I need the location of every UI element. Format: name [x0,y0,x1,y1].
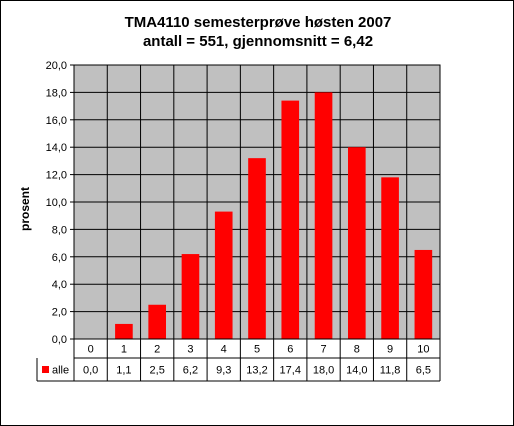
data-label: 11,8 [380,365,401,377]
y-tick-label: 20,0 [46,60,67,72]
bar-2 [148,304,166,339]
chart-subtitle: antall = 551, gjennomsnitt = 6,42 [142,33,374,50]
data-label: 14,0 [346,365,367,377]
x-tick-label: 10 [417,344,429,356]
data-label: 6,2 [183,365,198,377]
y-tick-label: 14,0 [46,142,67,154]
bar-3 [181,254,200,339]
legend-label: alle [52,365,69,377]
data-label: 17,4 [280,365,301,377]
x-tick-label: 4 [221,344,227,356]
x-tick-label: 1 [121,344,127,356]
bar-8 [348,147,366,339]
bar-9 [381,177,399,339]
x-tick-label: 8 [354,344,360,356]
bar-5 [248,158,266,339]
x-tick-label: 2 [154,344,160,356]
y-tick-label: 10,0 [46,197,67,209]
y-tick-label: 8,0 [52,224,67,236]
y-tick-label: 4,0 [52,279,67,291]
x-tick-label: 7 [320,344,326,356]
data-label: 2,5 [150,365,165,377]
data-label: 18,0 [313,365,334,377]
data-label: 9,3 [216,365,231,377]
y-tick-label: 12,0 [46,170,67,182]
data-label: 0,0 [83,365,98,377]
x-tick-label: 6 [287,344,293,356]
data-label: 13,2 [246,365,267,377]
x-tick-label: 5 [254,344,260,356]
y-tick-label: 0,0 [52,334,67,346]
data-label: 1,1 [116,365,131,377]
y-tick-label: 6,0 [52,252,67,264]
x-tick-label: 9 [387,344,393,356]
x-tick-label: 0 [88,344,94,356]
y-tick-label: 2,0 [52,307,67,319]
plot-border [73,64,441,340]
bar-4 [214,211,233,339]
bar-1 [115,323,133,339]
y-tick-label: 16,0 [46,115,67,127]
data-label: 6,5 [416,365,431,377]
chart-title: TMA4110 semesterprøve høsten 2007 antall… [1,13,514,51]
x-tick-label: 3 [187,344,193,356]
y-tick-label: 18,0 [46,87,67,99]
chart-title-line1: TMA4110 semesterprøve høsten 2007 [124,14,392,31]
bar-10 [414,249,433,339]
legend-swatch [42,366,49,373]
bar-6 [281,100,300,340]
bar-7 [314,92,333,340]
